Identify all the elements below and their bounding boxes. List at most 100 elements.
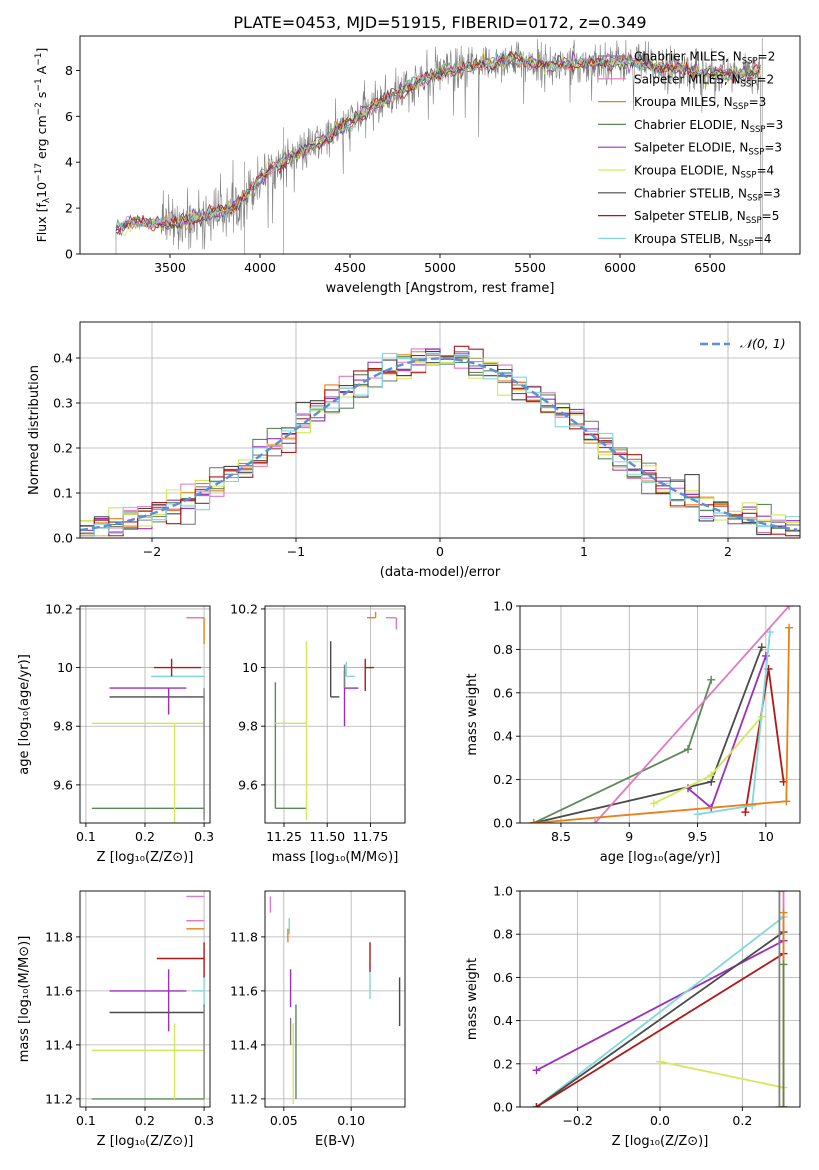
residual-legend: 𝒩(0, 1) xyxy=(700,336,786,351)
legend-label-sub: SSP xyxy=(746,216,762,226)
y-axis-label-part: erg cm xyxy=(34,115,49,163)
legend-label-sub: SSP xyxy=(738,239,754,249)
mass-weight-line xyxy=(594,606,790,823)
y-axis-label: mass [log₁₀(M/M⊙)] xyxy=(17,936,32,1063)
y-tick-label: 0.4 xyxy=(493,1013,513,1028)
x-tick-label: −2 xyxy=(143,544,161,559)
axes-residuals: −2 −1 0 1 2 0.0 0.1 0.2 0.3 0.4 (data-model)/error… xyxy=(27,321,801,580)
x-axis-label: (data-model)/error xyxy=(380,565,501,580)
errorbar-point xyxy=(385,617,398,630)
legend-label-main: Salpeter MILES, N xyxy=(634,72,741,86)
errorbar-point xyxy=(91,1023,205,1099)
axes-mass-vs-Z: 0.1 0.2 0.3 11.2 11.4 11.6 11.8 Z [log₁₀(Z/Z⊙)]… xyxy=(17,890,214,1149)
legend-label: Chabrier STELIB, NSSP=3 xyxy=(634,186,781,203)
y-axis-label: age [log₁₀(age/yr)] xyxy=(17,654,32,775)
x-tick-label: 0.2 xyxy=(732,1113,752,1128)
axes-spectrum: 3500 4000 4500 5000 5500 6000 6500 0 2 4 6 8 wavelen… xyxy=(34,35,801,296)
y-tick-label: 11.8 xyxy=(45,929,73,944)
spectrum-model-line xyxy=(115,49,761,231)
axes-mass-weight-vs-Z: −0.2 0.0 0.2 0.0 0.2 0.4 0.6 0.8 1.0 Z [log₁₀(Z/Z… xyxy=(465,884,801,1149)
y-tick-label: 10.2 xyxy=(45,601,73,616)
legend-label: Chabrier MILES, NSSP=2 xyxy=(634,50,775,67)
x-tick-label: 6000 xyxy=(604,260,636,275)
y-tick-label: 4 xyxy=(65,155,73,170)
y-tick-label: 11.6 xyxy=(230,983,258,998)
errorbar-point xyxy=(366,611,377,619)
y-tick-label: 0.6 xyxy=(493,970,513,985)
x-tick-label: 9.5 xyxy=(688,829,708,844)
axes-frame xyxy=(264,605,406,824)
x-tick-label: −1 xyxy=(287,544,305,559)
x-tick-label: 0.3 xyxy=(194,1113,214,1128)
mass-weight-marker xyxy=(693,810,702,819)
legend-label-sub: SSP xyxy=(750,125,766,135)
legend-label: 𝒩(0, 1) xyxy=(740,336,786,351)
plot-area-age-vs-mass xyxy=(274,611,398,821)
grid-mass-vs-ebv xyxy=(265,891,405,1107)
plot-area-age-vs-Z xyxy=(91,617,205,823)
x-tick-label: 0 xyxy=(436,544,444,559)
mass-weight-marker xyxy=(741,808,750,817)
y-axis-label-part: Flux [f xyxy=(34,203,49,243)
legend-label-value: =3 xyxy=(763,186,781,200)
x-tick-label: 5000 xyxy=(424,260,456,275)
y-tick-label: 0.1 xyxy=(53,486,73,501)
y-tick-label: 6 xyxy=(65,109,73,124)
mass-weight-marker xyxy=(775,891,784,895)
mass-weight-marker xyxy=(779,1103,788,1107)
legend-label-value: =4 xyxy=(754,232,772,246)
mass-weight-line xyxy=(535,916,785,1107)
legend-label-value: =3 xyxy=(749,95,767,109)
mass-weight-marker xyxy=(779,891,788,895)
y-tick-label: 0 xyxy=(65,247,73,262)
x-tick-label: 2 xyxy=(724,544,732,559)
y-tick-label: 0.4 xyxy=(53,351,73,366)
axes-mass-weight-vs-age: 8.5 9 9.5 10 0.0 0.2 0.4 0.6 0.8 1.0 age [log₁₀(ag… xyxy=(465,599,801,865)
axes-age-vs-Z: 0.1 0.2 0.3 9.6 9.8 10 10.2 Z [log₁₀(Z/Z⊙)] age … xyxy=(17,601,214,865)
errorbar-point xyxy=(329,641,340,698)
x-tick-label: 9 xyxy=(625,829,633,844)
plot-area-residuals xyxy=(80,345,800,537)
y-tick-label: 11.2 xyxy=(45,1091,73,1106)
axes-frame xyxy=(519,605,801,824)
legend-label-value: =2 xyxy=(756,72,774,86)
y-tick-label: 1.0 xyxy=(493,884,513,899)
x-axis-label: E(B-V) xyxy=(315,1134,355,1149)
x-axis-label: wavelength [Angstrom, rest frame] xyxy=(326,281,555,296)
y-axis-label-part: −1 xyxy=(34,78,44,91)
x-axis-label: Z [log₁₀(Z/Z⊙)] xyxy=(612,1134,709,1149)
errorbar-point xyxy=(364,658,374,692)
y-tick-label: 0.8 xyxy=(493,642,513,657)
plot-area-spectrum xyxy=(115,38,763,254)
x-axis-label: mass [log₁₀(M/M⊙)] xyxy=(272,850,399,865)
mass-weight-marker xyxy=(748,801,757,810)
x-axis-label: Z [log₁₀(Z/Z⊙)] xyxy=(97,1134,194,1149)
axes-age-vs-mass: 11.25 11.50 11.75 9.6 9.8 10 10.2 mass [log₁₀(M… xyxy=(230,601,406,865)
mass-weight-marker xyxy=(649,799,658,808)
mass-weight-marker xyxy=(707,675,716,684)
legend-label-sub: SSP xyxy=(741,171,757,181)
mass-weight-marker xyxy=(591,819,600,823)
y-axis-label: mass weight xyxy=(465,958,480,1040)
mass-weight-marker xyxy=(684,745,692,754)
x-axis-label: age [log₁₀(age/yr)] xyxy=(600,850,721,865)
x-tick-label: 8.5 xyxy=(551,829,571,844)
mass-weight-line xyxy=(535,931,785,1107)
mass-weight-marker xyxy=(785,606,794,610)
legend-label-main: Kroupa STELIB, N xyxy=(634,232,738,246)
x-tick-label: 4000 xyxy=(244,260,276,275)
mass-weight-marker xyxy=(785,623,794,632)
legend-label-sub: SSP xyxy=(733,102,749,112)
legend-label-value: =3 xyxy=(766,118,784,132)
legend-label-sub: SSP xyxy=(741,79,757,89)
x-tick-label: 11.75 xyxy=(353,829,389,844)
legend-label: Salpeter STELIB, NSSP=5 xyxy=(634,209,779,226)
x-tick-label: 3500 xyxy=(154,260,186,275)
legend-label-main: Chabrier STELIB, N xyxy=(634,186,747,200)
y-tick-label: 0.8 xyxy=(493,927,513,942)
legend-label-sub: SSP xyxy=(748,148,764,158)
y-axis-label-part: 10 xyxy=(34,182,49,198)
plot-area-mass-vs-ebv xyxy=(269,896,401,1105)
y-tick-label: 0.2 xyxy=(53,441,73,456)
